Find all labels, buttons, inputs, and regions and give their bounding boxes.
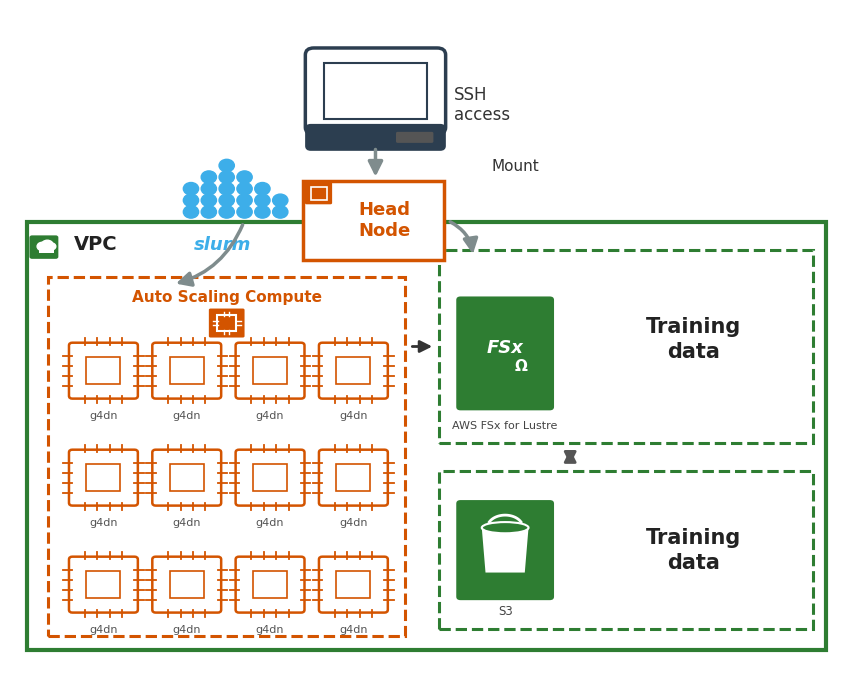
Text: g4dn: g4dn [256,625,284,635]
Circle shape [37,243,47,251]
Text: Training
data: Training data [645,317,740,362]
FancyBboxPatch shape [395,132,433,143]
Text: FSx: FSx [486,339,523,357]
Circle shape [273,206,288,218]
FancyBboxPatch shape [456,297,554,410]
Text: g4dn: g4dn [339,625,367,635]
Text: S3: S3 [498,606,512,618]
FancyBboxPatch shape [69,450,138,506]
Polygon shape [481,527,528,572]
FancyBboxPatch shape [253,357,287,385]
FancyBboxPatch shape [86,357,120,385]
Text: Ω: Ω [514,359,527,374]
Circle shape [201,194,216,207]
Text: g4dn: g4dn [89,625,118,635]
Circle shape [255,194,270,207]
Circle shape [183,182,199,195]
FancyBboxPatch shape [209,308,245,337]
FancyBboxPatch shape [153,343,221,398]
FancyBboxPatch shape [48,277,405,636]
FancyBboxPatch shape [319,450,388,506]
Circle shape [237,182,252,195]
Circle shape [219,206,234,218]
FancyBboxPatch shape [306,125,444,150]
Circle shape [201,182,216,195]
Ellipse shape [481,522,528,534]
Circle shape [237,171,252,184]
Text: g4dn: g4dn [172,518,201,528]
FancyBboxPatch shape [38,247,54,253]
FancyBboxPatch shape [319,343,388,398]
Text: g4dn: g4dn [339,411,367,421]
FancyBboxPatch shape [319,556,388,613]
Circle shape [219,182,234,195]
FancyBboxPatch shape [439,471,813,629]
Text: SSH
access: SSH access [453,85,509,124]
Circle shape [201,171,216,184]
FancyBboxPatch shape [305,48,445,134]
FancyBboxPatch shape [235,343,304,398]
FancyBboxPatch shape [456,500,554,600]
Circle shape [219,171,234,184]
FancyBboxPatch shape [153,450,221,506]
FancyBboxPatch shape [439,250,813,443]
FancyBboxPatch shape [253,571,287,599]
Circle shape [273,194,288,207]
Circle shape [255,206,270,218]
Text: slurm: slurm [193,236,250,254]
FancyBboxPatch shape [253,464,287,491]
FancyBboxPatch shape [27,222,825,650]
FancyBboxPatch shape [170,571,204,599]
Text: VPC: VPC [73,235,117,254]
FancyBboxPatch shape [304,182,331,204]
Text: g4dn: g4dn [339,518,367,528]
FancyBboxPatch shape [235,450,304,506]
Text: AWS FSx for Lustre: AWS FSx for Lustre [452,421,557,431]
Text: g4dn: g4dn [256,518,284,528]
Text: Mount: Mount [492,159,539,174]
FancyBboxPatch shape [69,556,138,613]
FancyBboxPatch shape [86,571,120,599]
Circle shape [237,194,252,207]
FancyBboxPatch shape [336,571,370,599]
FancyBboxPatch shape [302,181,443,261]
Text: Auto Scaling Compute: Auto Scaling Compute [131,290,321,305]
FancyBboxPatch shape [170,464,204,491]
Text: g4dn: g4dn [256,411,284,421]
FancyBboxPatch shape [30,236,58,259]
Circle shape [183,206,199,218]
Circle shape [255,182,270,195]
Circle shape [219,194,234,207]
FancyBboxPatch shape [86,464,120,491]
Text: g4dn: g4dn [172,625,201,635]
FancyBboxPatch shape [69,343,138,398]
FancyBboxPatch shape [170,357,204,385]
Circle shape [41,240,53,250]
Circle shape [237,206,252,218]
Circle shape [183,194,199,207]
FancyBboxPatch shape [235,556,304,613]
Text: Head
Node: Head Node [358,201,410,240]
FancyBboxPatch shape [336,357,370,385]
Text: g4dn: g4dn [89,518,118,528]
Text: g4dn: g4dn [89,411,118,421]
FancyBboxPatch shape [336,464,370,491]
Text: g4dn: g4dn [172,411,201,421]
Circle shape [201,206,216,218]
Text: Training
data: Training data [645,527,740,572]
Circle shape [47,243,55,250]
FancyBboxPatch shape [324,63,426,119]
Circle shape [219,159,234,172]
FancyBboxPatch shape [153,556,221,613]
